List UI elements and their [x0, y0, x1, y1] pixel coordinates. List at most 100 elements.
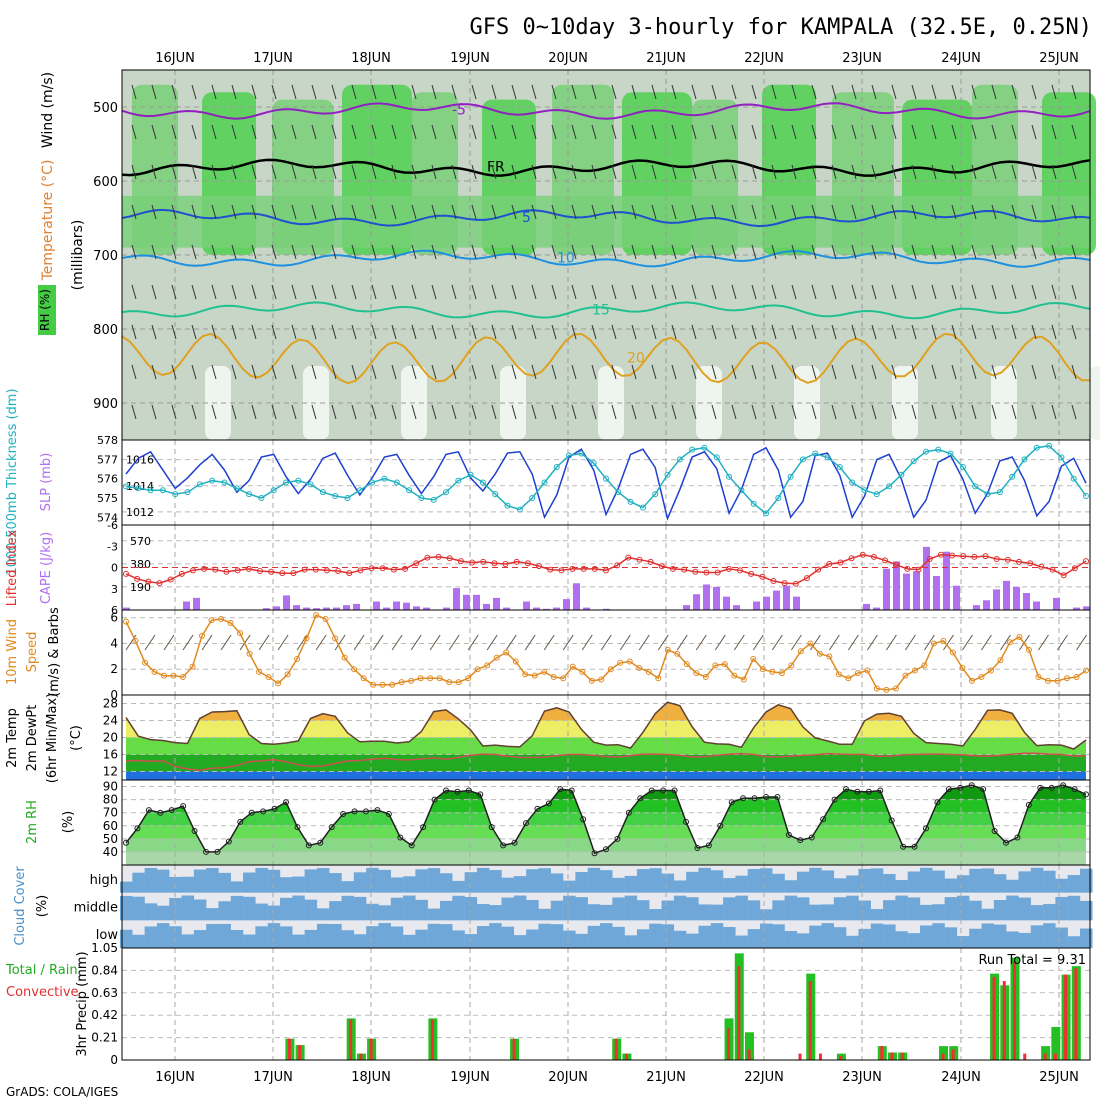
thickness-point [627, 498, 634, 505]
cloud-bar [870, 923, 884, 948]
wind-speed-point [664, 646, 671, 653]
wind-barb [451, 84, 457, 100]
wind-barb [571, 84, 577, 100]
pressure-tick-label: 900 [93, 397, 118, 412]
wind-barb [411, 124, 417, 140]
cloud-bar [464, 872, 478, 893]
thickness-point [430, 496, 437, 503]
cape-bar [273, 606, 280, 610]
rh-band [126, 812, 1086, 826]
rh-point [660, 787, 667, 794]
precip-convective-bar [430, 1019, 434, 1060]
cloud-bar [563, 895, 576, 921]
thickness-point [467, 471, 474, 478]
wind-barb [491, 404, 497, 420]
wind-speed-point [769, 668, 776, 675]
cloud-bar [218, 901, 231, 921]
wind-barb [651, 244, 657, 260]
pressure-tick-label: 500 [93, 101, 118, 116]
wind-barb [491, 164, 497, 180]
rh-point [374, 807, 381, 814]
rh-point [820, 816, 827, 823]
rh-point [648, 787, 655, 794]
date-label-bottom: 21JUN [646, 1070, 686, 1085]
cloud-bar [993, 899, 1007, 921]
rh-point [477, 791, 484, 798]
lifted-index-point [1016, 558, 1023, 565]
wind-barb [631, 404, 637, 420]
wind-barb [631, 124, 637, 140]
wind-barb [491, 364, 497, 380]
wind-speed-point [180, 673, 187, 680]
thickness-point [246, 491, 253, 498]
thickness-point [812, 450, 819, 457]
date-label-bottom: 23JUN [842, 1070, 882, 1085]
thickness-point [332, 493, 339, 500]
lifted-index-point [524, 560, 531, 567]
wind-barb-10m [752, 634, 764, 651]
wind-barb [471, 124, 477, 140]
run-total-label: Run Total = 9.31 [978, 953, 1086, 968]
wind-barb [371, 284, 377, 300]
wind-barb [351, 324, 357, 340]
cape-bar [793, 596, 800, 610]
wind-barb [551, 244, 557, 260]
contour-label: 15 [592, 303, 610, 319]
thickness-point [307, 481, 314, 488]
wind-barb [371, 244, 377, 260]
wind-barb [291, 244, 297, 260]
wind-speed-point [389, 681, 396, 688]
rh-point [603, 846, 609, 853]
lifted-index-point [513, 558, 520, 565]
cloud-bar [329, 924, 342, 948]
cloud-bar [1067, 936, 1081, 948]
thickness-point [356, 487, 363, 494]
thickness-point [787, 473, 794, 480]
wind-speed-point [417, 675, 424, 682]
precip-convective-bar [839, 1055, 843, 1060]
cape-bar [923, 546, 930, 610]
wind-barb [591, 164, 597, 180]
cape-bar [753, 601, 760, 610]
wind-speed-point [731, 672, 738, 679]
cloud-bar [255, 867, 268, 893]
wind-barb [651, 404, 657, 420]
cloud-bar [969, 868, 982, 893]
rh-point [454, 788, 461, 795]
wind-barb [891, 284, 897, 300]
temp-tick-label: 24 [103, 714, 118, 728]
precip-convective-bar [1074, 968, 1078, 1060]
cloud-bar [1006, 895, 1019, 921]
thickness-point [123, 483, 129, 490]
wind-barb [951, 84, 957, 100]
wind-barb [331, 324, 337, 340]
lifted-index-point [424, 554, 431, 561]
wind-barb [391, 204, 397, 220]
cloud-bar [563, 930, 576, 948]
cloud-bar [415, 929, 428, 948]
cloud-unit: (%) [35, 895, 50, 918]
wind-speed-point [655, 675, 662, 682]
temp-label: 2m Temp [5, 708, 20, 768]
lifted-index-point [993, 556, 1000, 562]
wind-barb [911, 284, 917, 300]
wind-barb [971, 124, 977, 140]
thickness-point [443, 489, 449, 496]
precip-tick-label: 0 [110, 1053, 118, 1067]
cloud-bar [772, 924, 785, 948]
wind-barb [991, 244, 997, 260]
cloud-bar [267, 923, 281, 948]
wind-barb [691, 284, 697, 300]
lifted-index-point [870, 553, 877, 560]
cape-bar [523, 601, 530, 610]
cape-bar [553, 607, 560, 610]
cape-bar [293, 605, 300, 610]
precip-convective-bar [941, 1053, 945, 1060]
wind-barb [891, 324, 897, 340]
lifted-index-point [167, 576, 174, 583]
cloud-bar [206, 868, 219, 893]
thickness-point [369, 479, 376, 486]
wind-barb [251, 324, 257, 340]
wind-barb [1011, 124, 1017, 140]
cape-bar [483, 603, 490, 610]
